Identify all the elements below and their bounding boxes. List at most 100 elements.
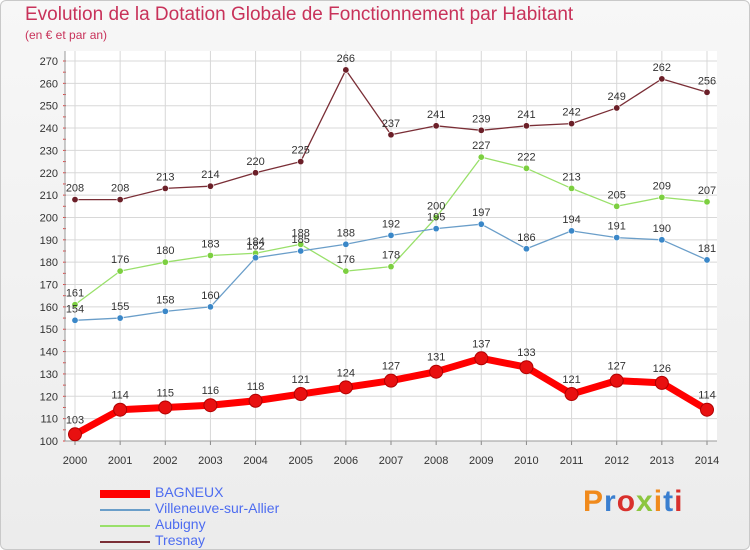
data-point: [477, 126, 485, 134]
data-label: 241: [517, 109, 535, 121]
series-aubigny: 161 176 180 183 184 188 176 178 200 227 222 213 205 2…: [66, 140, 716, 309]
data-label: 213: [156, 171, 174, 183]
y-tick-label: 270: [40, 56, 58, 68]
data-label: 180: [156, 245, 174, 257]
x-tick-label: 2010: [514, 455, 538, 467]
data-point: [116, 314, 124, 322]
data-label: 186: [517, 232, 535, 244]
data-point: [293, 387, 308, 402]
x-tick-label: 2012: [604, 455, 628, 467]
x-tick-label: 2003: [198, 455, 222, 467]
legend-item: Aubigny: [100, 516, 350, 534]
legend-label: Aubigny: [155, 516, 206, 532]
y-tick-label: 140: [40, 347, 58, 359]
x-tick-label: 2005: [288, 455, 312, 467]
data-label: 249: [608, 91, 626, 103]
chart-subtitle: (en € et par an): [25, 28, 108, 42]
data-label: 256: [698, 75, 716, 87]
x-tick-label: 2008: [424, 455, 448, 467]
data-point: [568, 227, 576, 235]
data-label: 237: [382, 118, 400, 130]
data-point: [564, 387, 579, 402]
x-tick-label: 2013: [650, 455, 674, 467]
data-label: 115: [157, 387, 175, 399]
legend-swatch: [100, 541, 150, 543]
data-point: [161, 258, 169, 266]
y-tick-label: 170: [40, 280, 58, 292]
data-label: 121: [562, 374, 580, 386]
y-tick-label: 110: [40, 414, 58, 426]
y-tick-label: 200: [40, 212, 58, 224]
data-point: [432, 213, 440, 221]
y-tick-label: 160: [40, 302, 58, 314]
legend-item: BAGNEUX: [100, 484, 350, 502]
data-label: 190: [653, 223, 671, 235]
data-point: [206, 303, 214, 311]
x-tick-label: 2014: [695, 455, 719, 467]
data-label: 214: [201, 169, 219, 181]
data-label: 114: [698, 390, 716, 402]
data-point: [522, 245, 530, 253]
data-point: [206, 182, 214, 190]
data-label: 220: [246, 156, 264, 168]
legend-swatch: [100, 525, 150, 527]
data-label: 185: [292, 234, 310, 246]
data-point: [252, 169, 260, 177]
data-label: 222: [517, 151, 535, 163]
data-label: 127: [382, 361, 400, 373]
data-label: 191: [608, 221, 626, 233]
data-point: [703, 198, 711, 206]
data-label: 181: [698, 243, 716, 255]
data-label: 116: [202, 385, 220, 397]
x-tick-label: 2000: [63, 455, 87, 467]
data-point: [203, 398, 218, 413]
y-tick-label: 210: [40, 190, 58, 202]
data-label: 121: [292, 374, 310, 386]
data-label: 213: [562, 171, 580, 183]
data-point: [658, 193, 666, 201]
y-tick-label: 190: [40, 235, 58, 247]
data-label: 197: [472, 207, 490, 219]
data-point: [432, 122, 440, 130]
data-point: [429, 364, 444, 379]
x-tick-label: 2009: [469, 455, 493, 467]
data-point: [522, 122, 530, 130]
data-label: 192: [382, 218, 400, 230]
data-label: 242: [562, 107, 580, 119]
data-point: [387, 231, 395, 239]
data-point: [568, 120, 576, 128]
x-tick-label: 2002: [153, 455, 177, 467]
data-point: [432, 225, 440, 233]
data-label: 195: [427, 212, 445, 224]
data-label: 118: [247, 381, 265, 393]
chart-legend: BAGNEUX Villeneuve-sur-Allier Aubigny Tresn…: [100, 484, 350, 550]
y-tick-label: 250: [40, 101, 58, 113]
data-point: [342, 267, 350, 275]
data-point: [116, 196, 124, 204]
x-tick-label: 2011: [560, 455, 584, 467]
data-point: [613, 202, 621, 210]
data-point: [703, 88, 711, 96]
data-point: [161, 307, 169, 315]
data-point: [252, 254, 260, 262]
y-tick-label: 120: [40, 391, 58, 403]
data-label: 209: [653, 180, 671, 192]
data-label: 155: [111, 301, 129, 313]
data-label: 188: [337, 227, 355, 239]
data-point: [297, 240, 305, 248]
data-point: [519, 360, 534, 375]
data-label: 161: [66, 288, 84, 300]
data-label: 126: [653, 363, 671, 375]
data-point: [248, 393, 263, 408]
x-tick-label: 2007: [379, 455, 403, 467]
data-point: [477, 153, 485, 161]
data-point: [609, 373, 624, 388]
data-point: [568, 184, 576, 192]
data-label: 154: [66, 303, 84, 315]
legend-label: Villeneuve-sur-Allier: [155, 500, 280, 516]
data-point: [71, 301, 79, 309]
legend-label: Tresnay: [155, 532, 206, 548]
legend-label: BAGNEUX: [155, 484, 224, 500]
data-point: [474, 351, 489, 366]
data-label: 158: [156, 294, 174, 306]
